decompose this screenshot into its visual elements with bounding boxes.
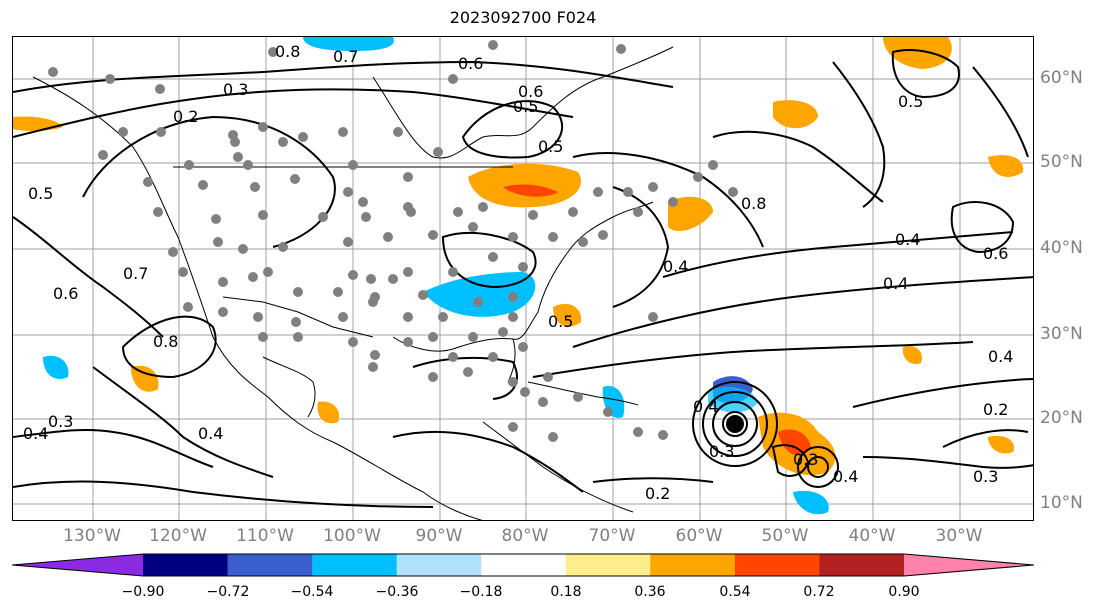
colorbar-tick-label: 0.36 [634, 584, 666, 600]
colorbar-tick-label: −0.36 [375, 584, 419, 600]
lon-label: 50°W [761, 526, 809, 546]
colorbar [12, 553, 1035, 577]
cyan-region-south [793, 490, 829, 515]
lon-label: 110°W [236, 526, 294, 546]
colorbar-tick-label: 0.54 [719, 584, 751, 600]
contour-label: 0.6 [458, 54, 483, 73]
lon-label: 90°W [415, 526, 463, 546]
contour-label: 0.8 [741, 194, 766, 213]
colorbar-segment [565, 554, 651, 576]
contour-label: 0.7 [123, 264, 148, 283]
contour-label: 0.4 [895, 230, 920, 249]
colorbar-tick-label: 0.90 [888, 584, 920, 600]
contour-label: 0.3 [48, 412, 73, 431]
contour-label: 0.4 [198, 424, 223, 443]
colorbar-segment [734, 554, 820, 576]
colorbar-segment [227, 554, 313, 576]
cyan-region-pacific [43, 355, 69, 379]
colorbar-tick-label: −0.54 [290, 584, 334, 600]
colorbar-segment [396, 554, 482, 576]
contour-label: 0.5 [513, 97, 538, 116]
contour-label: 0.8 [153, 332, 178, 351]
map-panel: 0.8 0.7 0.6 0.3 0.2 0.6 0.5 0.5 0.4 0.8 … [12, 36, 1034, 521]
orange-region-atlantic [773, 100, 818, 129]
orange-region-pacific [131, 365, 159, 392]
cyan-region-southeast [423, 272, 536, 317]
colorbar-tick-label: −0.90 [121, 584, 165, 600]
contour-label: 0.2 [173, 107, 198, 126]
contour-label: 0.5 [548, 312, 573, 331]
orange-region-east [988, 155, 1024, 177]
contour-label: 0.2 [983, 400, 1008, 419]
colorbar-segments [12, 554, 1034, 576]
orange-region-northeast [883, 37, 952, 69]
colorbar-segment [312, 554, 398, 576]
contours [13, 49, 1033, 508]
contour-label: 0.4 [833, 467, 858, 486]
colorbar-segment [143, 554, 229, 576]
orange-region-newengland [668, 196, 713, 232]
colorbar-tick-label: −0.72 [206, 584, 250, 600]
contour-label: 0.4 [693, 397, 718, 416]
contour-label: 0.6 [983, 244, 1008, 263]
lon-label: 60°W [675, 526, 723, 546]
cyan-region-north [303, 37, 394, 51]
coastlines [32, 46, 674, 520]
lat-label: 60°N [1040, 68, 1083, 88]
lat-label: 20°N [1040, 408, 1083, 428]
colorbar-extend-high [904, 554, 1034, 576]
lon-label: 120°W [149, 526, 207, 546]
contour-label: 0.5 [898, 92, 923, 111]
lon-label: 40°W [848, 526, 896, 546]
contour-label: 0.8 [275, 42, 300, 61]
contour-label: 0.5 [28, 184, 53, 203]
hurricane-contours [692, 381, 839, 488]
station-dots [48, 40, 738, 442]
colorbar-tick-label: 0.72 [803, 584, 835, 600]
contour-label: 0.6 [518, 82, 543, 101]
lat-label: 50°N [1040, 152, 1083, 172]
lon-label: 70°W [588, 526, 636, 546]
hurricane-center-marker [726, 415, 744, 433]
orange-region-midatlantic [902, 345, 922, 365]
lat-label: 10°N [1040, 493, 1083, 513]
contour-label: 0.3 [223, 80, 248, 99]
contour-label: 0.3 [973, 467, 998, 486]
colorbar-segment [481, 554, 567, 576]
contour-label: 0.4 [23, 424, 48, 443]
contour-label: 0.5 [538, 137, 563, 156]
lon-label: 130°W [63, 526, 121, 546]
contour-label: 0.6 [53, 284, 78, 303]
contour-label: 0.4 [883, 274, 908, 293]
orange-region-pacific-west [13, 116, 63, 132]
orange-region-mexico [317, 401, 340, 424]
colorbar-tick-label: 0.18 [550, 584, 582, 600]
contour-label: 0.7 [333, 47, 358, 66]
contour-label: 0.4 [988, 347, 1013, 366]
orange-region-east-south [988, 435, 1014, 454]
lon-label: 100°W [323, 526, 381, 546]
contour-labels: 0.8 0.7 0.6 0.3 0.2 0.6 0.5 0.5 0.4 0.8 … [23, 42, 1013, 503]
colorbar-tick-label: −0.18 [459, 584, 503, 600]
contour-label: 0.3 [793, 450, 818, 469]
lat-label: 30°N [1040, 324, 1083, 344]
orange-region-bahamas [553, 303, 582, 327]
colorbar-extend-low [12, 554, 143, 576]
contour-label: 0.2 [645, 484, 670, 503]
red-region-hurricane [778, 429, 811, 456]
colorbar-segment [650, 554, 736, 576]
lon-label: 30°W [935, 526, 983, 546]
figure-title: 2023092700 F024 [449, 8, 597, 27]
contour-label: 0.3 [709, 442, 734, 461]
contour-label: 0.4 [663, 257, 688, 276]
lon-label: 80°W [501, 526, 549, 546]
map-canvas: 0.8 0.7 0.6 0.3 0.2 0.6 0.5 0.5 0.4 0.8 … [13, 37, 1033, 520]
lat-label: 40°N [1040, 238, 1083, 258]
colorbar-segment [819, 554, 905, 576]
red-region-great-lakes [503, 184, 558, 197]
